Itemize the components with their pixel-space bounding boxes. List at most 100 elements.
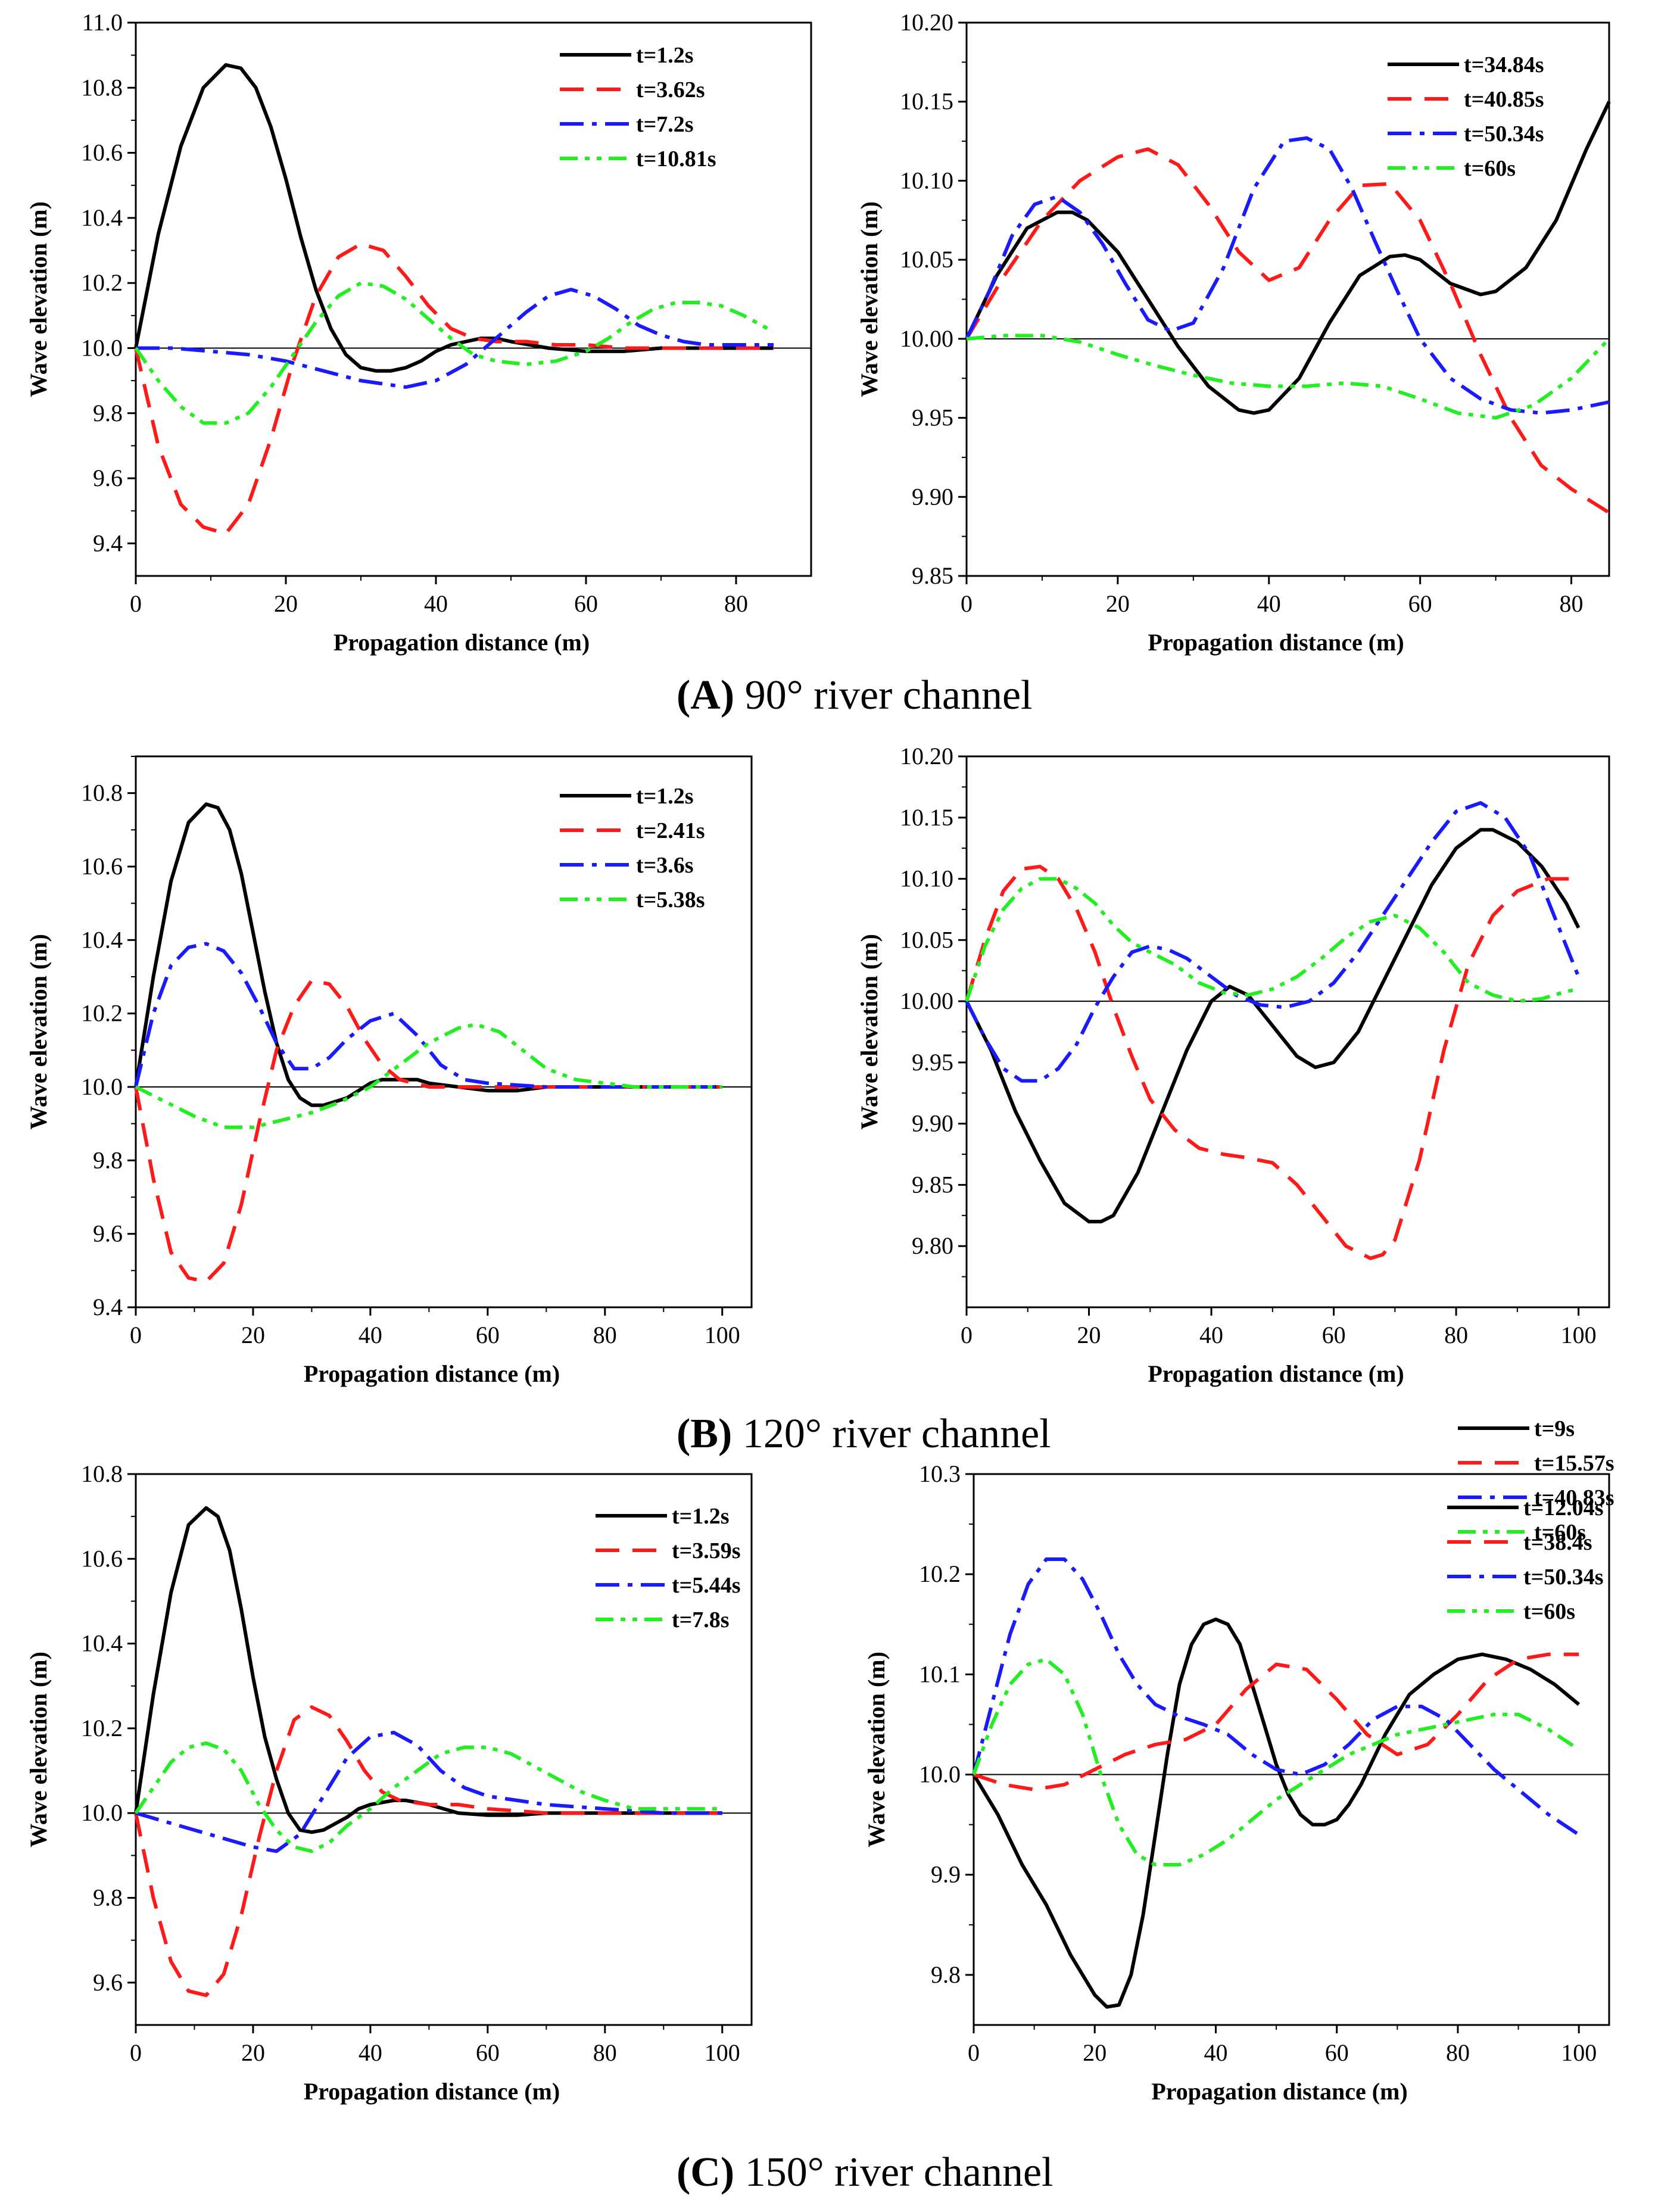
series-line [965, 136, 1610, 415]
series-line [972, 1557, 1580, 1836]
legend-label: t=5.44s [672, 1573, 741, 1598]
plot-frame [973, 1473, 1610, 2026]
x-axis-label: Propagation distance (m) [1151, 2078, 1407, 2105]
y-tick-label: 10.00 [900, 325, 953, 352]
series-line [972, 1657, 1580, 1867]
panel-caption: (B) 120° river channel [677, 1411, 1051, 1457]
y-tick-label: 10.8 [81, 780, 123, 806]
x-tick-label: 0 [130, 590, 142, 617]
legend-label: t=3.62s [636, 77, 705, 102]
legend-label: t=5.38s [636, 887, 705, 912]
x-axis-label: Propagation distance (m) [304, 2078, 560, 2105]
series-line [134, 1506, 722, 1834]
y-tick-label: 10.0 [81, 334, 123, 361]
x-tick-label: 60 [1325, 2039, 1349, 2066]
y-axis-label: Wave elevation (m) [25, 1652, 52, 1847]
x-tick-label: 20 [241, 2039, 265, 2066]
y-tick-label: 10.20 [900, 9, 953, 36]
legend-label: t=60s [1523, 1599, 1575, 1624]
y-tick-label: 9.4 [93, 1294, 123, 1320]
x-tick-label: 80 [1446, 2039, 1470, 2066]
series-line [965, 801, 1581, 1083]
y-tick-label: 10.0 [81, 1799, 123, 1826]
series-line [134, 63, 774, 373]
legend: t=9s t=15.57s t=40.83s t=60s [1458, 1416, 1614, 1545]
y-tick-label: 10.00 [900, 987, 953, 1014]
x-tick-label: 0 [130, 2039, 142, 2066]
chart-6: 0 20 40 60 80 100 9.8 9.9 10.0 10.1 10.2 10.3 Propag… [863, 1460, 1610, 2105]
y-tick-label: 10.20 [900, 743, 953, 769]
legend-label: t=1.2s [672, 1504, 730, 1529]
series-line [965, 147, 1610, 515]
y-tick-label: 10.0 [81, 1073, 123, 1100]
chart-4: 0 20 40 60 80 100 9.80 9.85 9.90 9.95 10.00 10.05 10… [856, 743, 1614, 1545]
y-tick-label: 9.90 [912, 483, 953, 510]
y-tick-label: 10.10 [900, 865, 953, 892]
x-tick-label: 40 [1204, 2039, 1227, 2066]
series-line [134, 281, 775, 425]
plot-frame [135, 21, 812, 577]
legend-label: t=7.8s [672, 1607, 730, 1632]
caption-text: 150° river channel [734, 2149, 1053, 2195]
caption-text: 120° river channel [732, 1411, 1051, 1457]
series-line [965, 828, 1581, 1224]
series-line [965, 865, 1579, 1260]
x-tick-label: 20 [274, 590, 298, 617]
x-tick-label: 40 [359, 2039, 382, 2066]
x-tick-label: 0 [961, 590, 973, 617]
y-tick-label: 9.95 [912, 1049, 953, 1076]
legend-label: t=60s [1534, 1520, 1586, 1545]
y-tick-label: 9.90 [912, 1110, 953, 1137]
x-tick-label: 80 [724, 590, 748, 617]
y-axis-label: Wave elevation (m) [25, 934, 52, 1130]
y-tick-label: 10.0 [919, 1761, 961, 1788]
caption-letter: (B) [677, 1411, 732, 1457]
x-tick-label: 80 [1560, 590, 1584, 617]
x-tick-label: 40 [424, 590, 448, 617]
y-tick-label: 9.80 [912, 1232, 953, 1259]
legend-label: t=12.04s [1523, 1495, 1604, 1521]
y-tick-label: 9.6 [93, 1969, 123, 1996]
y-tick-label: 10.8 [81, 74, 123, 101]
legend-label: t=34.84s [1464, 52, 1544, 77]
y-tick-label: 10.05 [900, 926, 953, 953]
x-tick-label: 0 [961, 1322, 973, 1348]
legend-label: t=40.83s [1534, 1485, 1614, 1510]
x-tick-label: 40 [1257, 590, 1281, 617]
legend-label: t=3.6s [636, 853, 694, 878]
series-line [972, 1617, 1581, 2009]
y-tick-label: 10.4 [81, 926, 123, 953]
legend-label: t=15.57s [1534, 1451, 1614, 1476]
legend-label: t=1.2s [636, 784, 694, 809]
panel-caption: (C) 150° river channel [677, 2149, 1053, 2195]
chart-5: 0 20 40 60 80 100 9.6 9.8 10.0 10.2 10.4 10.6 10.8 Pr… [25, 1460, 753, 2105]
series-line [134, 942, 722, 1089]
x-tick-label: 80 [593, 2039, 617, 2066]
y-axis-label: Wave elevation (m) [863, 1652, 890, 1847]
y-tick-label: 9.6 [93, 1220, 123, 1247]
x-tick-label: 0 [130, 1322, 142, 1348]
x-tick-label: 40 [359, 1322, 382, 1348]
legend-label: t=7.2s [636, 112, 694, 137]
caption-text: 90° river channel [734, 672, 1032, 718]
y-axis-label: Wave elevation (m) [856, 934, 883, 1130]
series-line [134, 1705, 722, 1998]
legend-label: t=50.34s [1464, 121, 1544, 147]
y-tick-label: 10.4 [81, 204, 123, 231]
y-tick-label: 10.8 [81, 1460, 123, 1487]
y-tick-label: 10.2 [81, 269, 123, 296]
series-line [965, 101, 1611, 415]
legend-label: t=40.85s [1464, 87, 1544, 112]
x-tick-label: 60 [476, 1322, 500, 1348]
y-tick-label: 10.15 [900, 804, 953, 831]
y-tick-label: 9.85 [912, 1171, 953, 1198]
y-tick-label: 9.95 [912, 404, 953, 431]
x-tick-label: 60 [574, 590, 598, 617]
y-tick-label: 9.9 [931, 1861, 961, 1888]
chart-3: 0 20 40 60 80 100 9.4 9.6 9.8 10.0 10.2 10.4 10.6 10.… [25, 755, 753, 1387]
caption-letter: (C) [677, 2149, 734, 2195]
series-line [135, 1023, 722, 1129]
legend-label: t=1.2s [636, 43, 694, 68]
y-tick-label: 9.8 [931, 1961, 961, 1988]
